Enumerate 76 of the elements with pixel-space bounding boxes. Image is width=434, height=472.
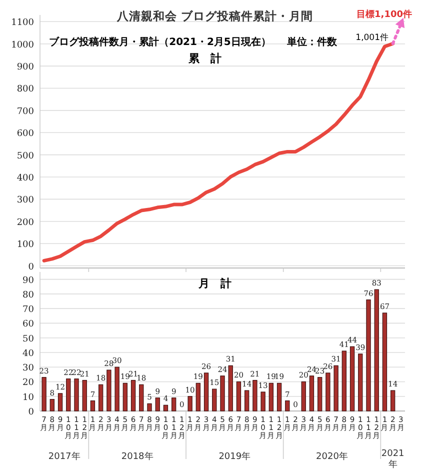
- bar: [228, 365, 233, 412]
- y-tick-label: 500: [16, 151, 34, 162]
- bar: [220, 376, 225, 412]
- bar: [188, 396, 192, 412]
- text: 月 計: [198, 277, 232, 290]
- text: 2018年: [121, 451, 154, 462]
- bar: [244, 390, 250, 412]
- bar: [276, 382, 282, 412]
- bar: [58, 393, 63, 412]
- y-tick-label: 900: [16, 62, 34, 73]
- bar: [366, 300, 371, 412]
- y-tick-label: 0: [28, 408, 34, 418]
- y-tick-label: 600: [16, 129, 34, 140]
- bar: [42, 377, 46, 412]
- text: 2017年: [48, 451, 80, 462]
- y-tick-label: 90: [22, 276, 34, 286]
- bar: [74, 378, 79, 412]
- bar: [252, 380, 258, 412]
- y-tick-label: 1100: [11, 18, 34, 28]
- bar: [66, 378, 71, 412]
- y-tick-label: 60: [22, 320, 34, 330]
- bar: [358, 354, 363, 412]
- bar: [147, 403, 152, 412]
- y-tick-label: 700: [16, 106, 34, 117]
- y-tick-label: 100: [16, 240, 34, 250]
- y-tick-label: 0: [28, 262, 34, 272]
- y-tick-label: 400: [16, 174, 34, 184]
- y-tick-label: 300: [16, 196, 34, 206]
- y-tick-label: 30: [22, 364, 34, 374]
- y-tick-label: 50: [22, 334, 34, 344]
- annotation: 単位：件数: [286, 36, 338, 48]
- text: ブログ投稿件数月・累計（2021・2月5日現在）: [49, 36, 271, 48]
- annotation: 累 計: [188, 52, 222, 65]
- bar: [163, 404, 168, 412]
- bar: [301, 381, 306, 412]
- bar: [90, 400, 96, 412]
- bar: [155, 398, 160, 412]
- chart-title: 八清親和会 ブログ投稿件累計・月間: [116, 9, 314, 23]
- bar: [139, 384, 144, 412]
- bar: [260, 392, 266, 412]
- y-tick-label: 40: [22, 348, 34, 359]
- bar: [268, 382, 274, 412]
- text: 2021年: [381, 449, 404, 470]
- text: 2019年: [218, 451, 251, 462]
- bar: [204, 372, 209, 412]
- bar: [130, 380, 136, 412]
- bar: [309, 376, 314, 412]
- bar: [285, 400, 290, 412]
- y-tick-label: 20: [22, 378, 34, 388]
- bar: [334, 365, 338, 412]
- bar: [342, 350, 346, 412]
- bar: [50, 398, 54, 412]
- annotation: 1,001件: [356, 32, 389, 43]
- bar: [390, 390, 396, 412]
- bar: [382, 312, 388, 412]
- y-tick-label: 70: [22, 305, 34, 316]
- bar: [106, 370, 112, 412]
- annotation: 目標1,100件: [356, 9, 412, 20]
- text: 2020年: [316, 451, 348, 462]
- bar: [98, 384, 104, 412]
- bar: [374, 289, 379, 412]
- y-tick-label: 1000: [11, 40, 34, 50]
- bar: [212, 388, 217, 412]
- y-tick-label: 800: [16, 84, 34, 95]
- bar: [326, 372, 330, 412]
- bar: [114, 366, 120, 412]
- bar: [122, 382, 128, 412]
- bar: [82, 380, 87, 412]
- bar: [172, 398, 176, 412]
- bar: [196, 382, 200, 412]
- y-tick-label: 10: [22, 392, 34, 403]
- bar: [318, 377, 322, 412]
- bar: [236, 381, 242, 412]
- y-tick-label: 200: [16, 218, 34, 228]
- y-tick-label: 80: [22, 290, 34, 300]
- bar: [350, 346, 355, 412]
